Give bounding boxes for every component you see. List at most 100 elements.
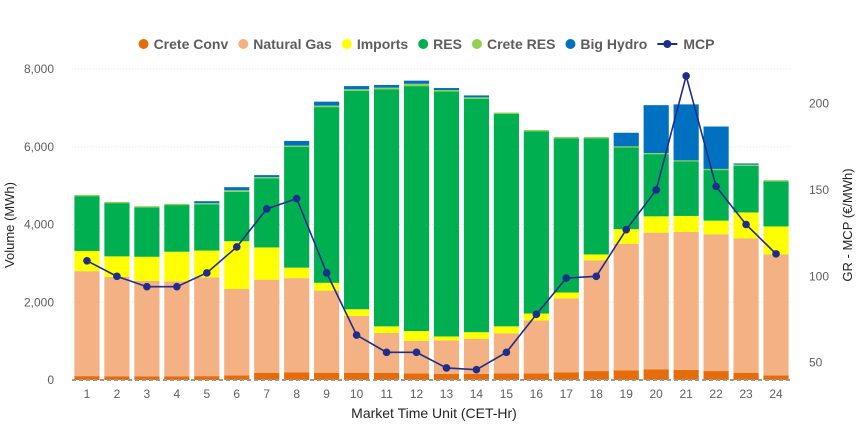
bar-segment-res [134, 207, 160, 257]
legend-dot-marker [238, 39, 249, 49]
bar-segment-natural-gas [224, 289, 250, 376]
bar-segment-natural-gas [553, 298, 579, 373]
legend-item-label: Crete RES [487, 36, 555, 52]
bar-segment-natural-gas [703, 234, 729, 372]
bar-segment-natural-gas [763, 254, 789, 376]
x-tick-label: 13 [440, 387, 454, 401]
legend-dot-marker [663, 40, 672, 48]
bar-segment-res [763, 181, 789, 227]
x-tick-label: 15 [500, 387, 514, 401]
bar-segment-crete-res [403, 83, 430, 87]
bar-segment-res [284, 146, 310, 268]
bar-segment-crete-conv [583, 371, 609, 380]
x-axis-label: Market Time Unit (CET-Hr) [351, 405, 517, 421]
x-tick-label: 10 [350, 387, 364, 401]
bar-segment-crete-res [523, 130, 549, 132]
legend-item-label: Natural Gas [253, 36, 332, 52]
bar-segment-crete-conv [433, 373, 460, 380]
bar-segment-natural-gas [104, 276, 130, 377]
bar-segment-imports [284, 267, 310, 279]
bar-segment-crete-res [703, 168, 729, 171]
bar-segment-big-hydro [284, 140, 310, 146]
bar-segment-res [314, 107, 340, 283]
bar-segment-natural-gas [194, 277, 220, 377]
mcp-point [622, 225, 631, 234]
mcp-point [712, 182, 720, 191]
bar-segment-imports [553, 292, 579, 299]
y-tick-label: 4,000 [24, 218, 54, 232]
x-tick-label: 11 [380, 387, 393, 401]
x-tick-label: 18 [590, 387, 604, 401]
bar-segment-imports [583, 254, 609, 261]
bar-segment-natural-gas [613, 243, 639, 371]
bar-segment-crete-res [164, 203, 190, 206]
mcp-point [412, 348, 421, 357]
bar-segment-crete-res [224, 190, 250, 192]
legend: Crete Conv Natural Gas Imports RES Crete RES… [138, 36, 714, 52]
bar-segment-imports [643, 216, 669, 233]
y-axis-label: Volume (MWh) [2, 182, 17, 268]
bar-segment-natural-gas [523, 320, 549, 374]
bar-segment-res [194, 204, 220, 251]
bar-segment-crete-conv [463, 373, 490, 380]
bar-segment-crete-res [373, 87, 400, 90]
bar-segment-crete-res [194, 203, 220, 205]
mcp-point [113, 272, 121, 281]
bar-segment-big-hydro [224, 187, 250, 191]
bar-segment-big-hydro [733, 163, 759, 165]
x-tick-label: 14 [470, 387, 484, 401]
bar-segment-crete-res [463, 97, 490, 99]
bar-segment-natural-gas [673, 231, 699, 370]
bar-segment-crete-conv [523, 373, 549, 380]
bar-segment-res [74, 196, 100, 251]
mcp-line-series [83, 72, 780, 374]
bar-segment-crete-conv [284, 372, 310, 380]
x-tick-label: 22 [709, 387, 723, 401]
bar-segment-crete-res [134, 206, 160, 208]
legend-item-label: Imports [357, 36, 409, 52]
x-tick-label: 17 [560, 387, 574, 401]
bar-segment-big-hydro [673, 104, 699, 161]
x-tick-label: 3 [144, 387, 151, 401]
x-tick-label: 7 [263, 387, 270, 401]
bar-segment-imports [763, 226, 789, 255]
mcp-point [442, 364, 451, 372]
bar-segment-res [254, 178, 280, 248]
x-tick-label: 5 [203, 387, 210, 401]
y-tick-label: 6,000 [24, 140, 54, 154]
bar-segment-imports [433, 336, 460, 341]
bar-segment-big-hydro [613, 132, 639, 147]
bar-segment-res [373, 89, 400, 327]
mcp-point [232, 243, 241, 251]
bar-segment-res [403, 86, 430, 332]
bar-segment-crete-res [733, 164, 759, 166]
mcp-point [742, 220, 750, 229]
mcp-point [322, 269, 331, 277]
bar-segment-imports [373, 326, 400, 333]
bar-segment-crete-conv [733, 373, 759, 380]
bar-segment-crete-res [433, 89, 460, 92]
y-tick-label: 2,000 [24, 295, 54, 309]
mcp-point [682, 72, 690, 80]
bar-segment-crete-conv [164, 376, 190, 380]
bar-segment-crete-res [763, 180, 789, 182]
bar-segment-crete-res [553, 137, 579, 139]
bar-series [74, 80, 789, 380]
bar-segment-natural-gas [314, 290, 340, 374]
bar-segment-imports [344, 309, 370, 316]
mcp-point [352, 331, 361, 339]
legend-item-label: Big Hydro [580, 36, 647, 52]
x-tick-label: 6 [233, 387, 240, 401]
bar-segment-imports [463, 332, 490, 339]
bar-segment-imports [134, 256, 160, 281]
legend-item-label: Crete Conv [154, 36, 229, 52]
bar-segment-big-hydro [344, 86, 370, 90]
bar-segment-imports [403, 331, 430, 341]
x-tick-label: 2 [114, 387, 121, 401]
bar-segment-big-hydro [433, 88, 460, 90]
bar-segment-crete-res [643, 152, 669, 155]
bar-segment-res [164, 205, 190, 252]
legend-item-label: MCP [683, 36, 714, 52]
